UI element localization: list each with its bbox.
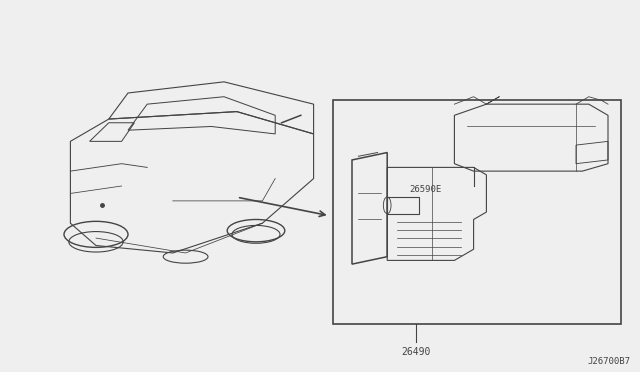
Text: J26700B7: J26700B7 xyxy=(588,357,630,366)
Text: 26590E: 26590E xyxy=(410,185,442,193)
Bar xyxy=(333,100,621,324)
Text: 26490: 26490 xyxy=(401,347,431,357)
